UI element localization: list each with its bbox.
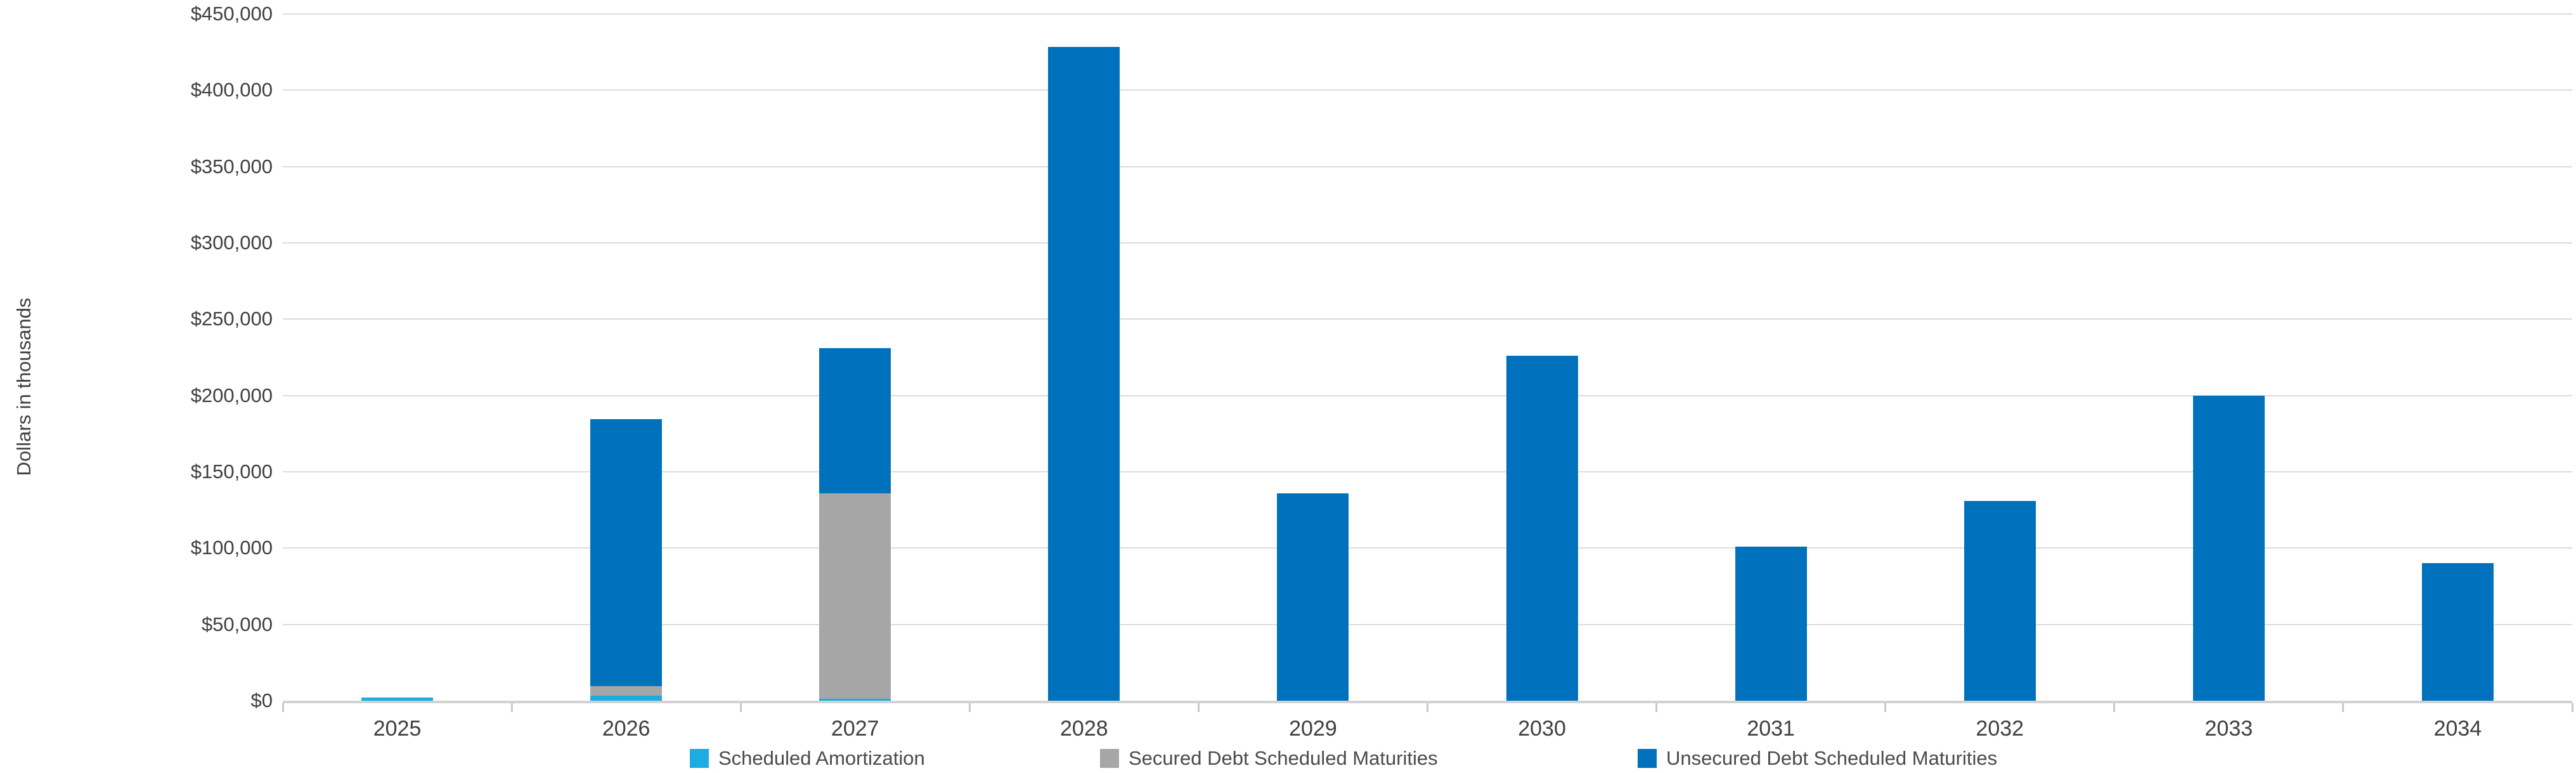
legend-item-scheduled-amortization: Scheduled Amortization <box>690 746 925 771</box>
gridline <box>283 89 2572 91</box>
y-tick-label: $200,000 <box>190 384 273 406</box>
legend-item-unsecured-debt-scheduled-maturities: Unsecured Debt Scheduled Maturities <box>1638 746 1997 771</box>
square-swatch-icon <box>690 749 709 768</box>
gridline <box>283 623 2572 625</box>
plot-area <box>283 13 2572 703</box>
legend: Scheduled Amortization Secured Debt Sched… <box>0 746 2576 773</box>
x-tick-mark <box>1655 703 1658 712</box>
x-tick-label-2034: 2034 <box>2433 717 2482 741</box>
square-swatch-icon <box>1100 749 1119 768</box>
bar-segment-2026-scheduled-amortization <box>590 696 663 701</box>
legend-label: Secured Debt Scheduled Maturities <box>1129 747 1438 769</box>
bar-segment-2025-scheduled-amortization <box>361 698 434 701</box>
x-tick-mark <box>968 703 971 712</box>
legend-label: Scheduled Amortization <box>718 747 925 769</box>
gridline <box>283 318 2572 320</box>
x-tick-label-2025: 2025 <box>373 717 422 741</box>
gridline <box>283 471 2572 472</box>
legend-item-secured-debt-scheduled-maturities: Secured Debt Scheduled Maturities <box>1100 746 1438 771</box>
x-tick-label-2027: 2027 <box>831 717 879 741</box>
x-tick-label-2030: 2030 <box>1518 717 1566 741</box>
bar-segment-2031-unsecured-debt-scheduled-maturities <box>1735 546 1807 701</box>
y-tick-label: $150,000 <box>190 460 273 483</box>
bar-segment-2027-scheduled-amortization <box>819 699 891 701</box>
y-tick-label: $50,000 <box>201 613 273 635</box>
y-tick-label: $300,000 <box>190 231 273 254</box>
y-tick-label: $350,000 <box>190 155 273 178</box>
x-tick-label-2033: 2033 <box>2204 717 2253 741</box>
bar-segment-2026-unsecured-debt-scheduled-maturities <box>590 419 663 686</box>
x-tick-label-2028: 2028 <box>1060 717 1108 741</box>
square-swatch-icon <box>1638 749 1657 768</box>
x-tick-label-2026: 2026 <box>602 717 650 741</box>
y-tick-label: $0 <box>250 689 273 711</box>
x-tick-mark <box>739 703 742 712</box>
y-tick-label: $100,000 <box>190 536 273 559</box>
x-tick-mark <box>2571 703 2573 712</box>
x-tick-mark <box>282 703 284 712</box>
gridline <box>283 166 2572 167</box>
y-tick-label: $450,000 <box>190 3 273 25</box>
gridline <box>283 242 2572 244</box>
x-tick-label-2029: 2029 <box>1289 717 1337 741</box>
bar-segment-2027-secured-debt-scheduled-maturities <box>819 493 891 699</box>
bar-segment-2032-unsecured-debt-scheduled-maturities <box>1964 500 2036 701</box>
legend-label: Unsecured Debt Scheduled Maturities <box>1666 747 1998 769</box>
x-tick-label-2032: 2032 <box>1976 717 2024 741</box>
gridline <box>283 547 2572 549</box>
gridline <box>283 394 2572 396</box>
x-tick-mark <box>1427 703 1428 712</box>
y-tick-label: $250,000 <box>190 308 273 330</box>
bar-segment-2034-unsecured-debt-scheduled-maturities <box>2421 563 2494 701</box>
bar-segment-2030-unsecured-debt-scheduled-maturities <box>1506 356 1578 701</box>
x-tick-mark <box>510 703 513 712</box>
x-tick-mark <box>2342 703 2345 712</box>
x-tick-mark <box>1884 703 1887 712</box>
x-tick-mark <box>1197 703 1200 712</box>
bar-segment-2029-unsecured-debt-scheduled-maturities <box>1277 493 1349 701</box>
bar-segment-2033-unsecured-debt-scheduled-maturities <box>2192 395 2265 701</box>
x-tick-label-2031: 2031 <box>1747 717 1795 741</box>
x-tick-mark <box>2113 703 2116 712</box>
y-tick-label: $400,000 <box>190 79 273 101</box>
gridline <box>283 13 2572 15</box>
bar-segment-2026-secured-debt-scheduled-maturities <box>590 685 663 696</box>
bar-segment-2027-unsecured-debt-scheduled-maturities <box>819 348 891 493</box>
bar-segment-2028-unsecured-debt-scheduled-maturities <box>1048 46 1120 701</box>
